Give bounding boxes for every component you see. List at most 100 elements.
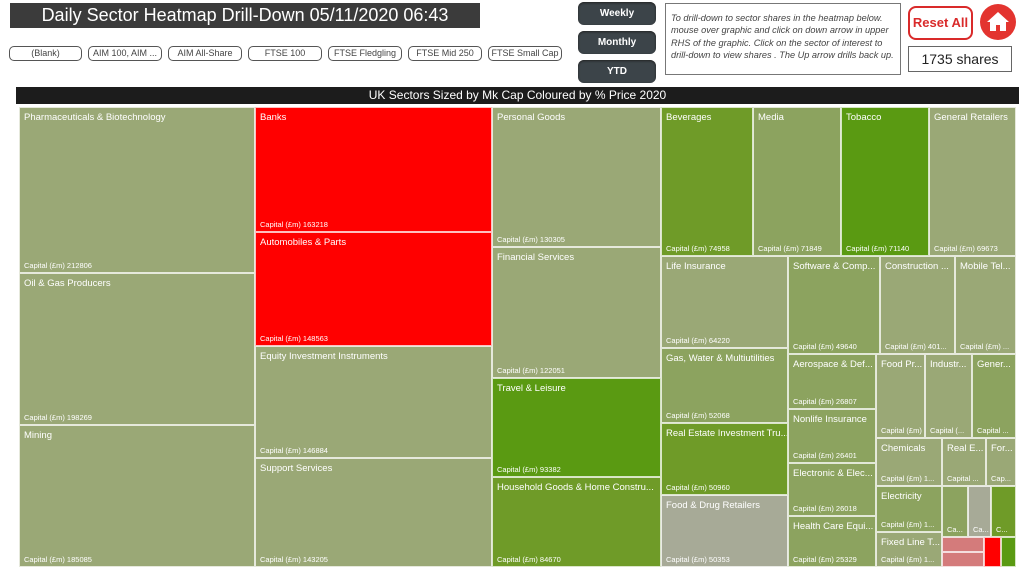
page-title: Daily Sector Heatmap Drill-Down 05/11/20… bbox=[10, 3, 480, 28]
treemap-tile[interactable]: Construction ... Capital (£m) 401... bbox=[880, 256, 955, 354]
treemap-tile[interactable]: Household Goods & Home Constru... Capital… bbox=[492, 477, 661, 567]
tile-label: Software & Comp... bbox=[793, 261, 876, 272]
tile-label: Mobile Tel... bbox=[960, 261, 1011, 272]
treemap-tile[interactable]: Food & Drug Retailers Capital (£m) 50353 bbox=[661, 495, 788, 567]
tile-label: Chemicals bbox=[881, 443, 926, 454]
tile-capital: Capital (£m) 122051 bbox=[497, 366, 565, 375]
slicer-ftse-mid-250[interactable]: FTSE Mid 250 bbox=[408, 46, 482, 61]
slicer-aim-all-share[interactable]: AIM All-Share bbox=[168, 46, 242, 61]
treemap-tile[interactable]: Automobiles & Parts Capital (£m) 148563 bbox=[255, 232, 492, 346]
tile-capital: Capital (£m) 198269 bbox=[24, 413, 92, 422]
treemap-tile[interactable]: Real E... Capital ... bbox=[942, 438, 986, 486]
tile-capital: Capital ... bbox=[977, 426, 1009, 435]
treemap-tile[interactable]: For... Cap... bbox=[986, 438, 1016, 486]
treemap-tile[interactable]: Gas, Water & Multiutilities Capital (£m) … bbox=[661, 348, 788, 423]
tile-capital: C... bbox=[996, 525, 1008, 534]
slicer-ftse-small-cap[interactable]: FTSE Small Cap bbox=[488, 46, 562, 61]
treemap-tile[interactable]: General Retailers Capital (£m) 69673 bbox=[929, 107, 1016, 256]
tile-capital: Capital (£m) 163218 bbox=[260, 220, 328, 229]
tile-capital: Capital (£m) 130305 bbox=[497, 235, 565, 244]
sector-treemap: Pharmaceuticals & Biotechnology Capital (… bbox=[19, 107, 1016, 567]
treemap-tile[interactable]: Travel & Leisure Capital (£m) 93382 bbox=[492, 378, 661, 477]
tile-label: For... bbox=[991, 443, 1013, 454]
treemap-tile[interactable]: Pharmaceuticals & Biotechnology Capital (… bbox=[19, 107, 255, 273]
treemap-tile[interactable]: Support Services Capital (£m) 143205 bbox=[255, 458, 492, 567]
tile-capital: Capital (£m) 25329 bbox=[793, 555, 857, 564]
reset-all-button[interactable]: Reset All bbox=[908, 6, 973, 40]
monthly-button[interactable]: Monthly bbox=[578, 31, 656, 54]
ytd-button[interactable]: YTD bbox=[578, 60, 656, 83]
tile-label: Oil & Gas Producers bbox=[24, 278, 111, 289]
treemap-tile[interactable]: Gener... Capital ... bbox=[972, 354, 1016, 438]
treemap-tile[interactable] bbox=[942, 552, 984, 567]
treemap-tile[interactable]: Ca... bbox=[942, 486, 968, 537]
treemap-tile[interactable]: Beverages Capital (£m) 74958 bbox=[661, 107, 753, 256]
tile-capital: Ca... bbox=[973, 525, 989, 534]
treemap-tile[interactable]: Banks Capital (£m) 163218 bbox=[255, 107, 492, 232]
treemap-tile[interactable]: Nonlife Insurance Capital (£m) 26401 bbox=[788, 409, 876, 463]
tile-label: General Retailers bbox=[934, 112, 1008, 123]
tile-capital: Capital (£m) 143205 bbox=[260, 555, 328, 564]
tile-capital: Capital (... bbox=[930, 426, 965, 435]
treemap-tile[interactable] bbox=[984, 537, 1001, 567]
tile-capital: Capital (£m) 26401 bbox=[793, 451, 857, 460]
tile-capital: Capital (£m) 64220 bbox=[666, 336, 730, 345]
tile-capital: Capital (£m) 1... bbox=[881, 555, 935, 564]
treemap-tile[interactable]: C... bbox=[991, 486, 1016, 537]
tile-capital: Capital (£m) 26018 bbox=[793, 504, 857, 513]
slicer-blank[interactable]: (Blank) bbox=[9, 46, 82, 61]
tile-label: Gener... bbox=[977, 359, 1011, 370]
treemap-tile[interactable]: Tobacco Capital (£m) 71140 bbox=[841, 107, 929, 256]
treemap-tile[interactable]: Real Estate Investment Tru... Capital (£m… bbox=[661, 423, 788, 495]
tile-label: Construction ... bbox=[885, 261, 949, 272]
treemap-tile[interactable]: Equity Investment Instruments Capital (£m… bbox=[255, 346, 492, 458]
share-count-card: 1735 shares bbox=[908, 46, 1012, 72]
chart-title: UK Sectors Sized by Mk Cap Coloured by %… bbox=[16, 87, 1019, 104]
treemap-tile[interactable]: Fixed Line T... Capital (£m) 1... bbox=[876, 532, 942, 567]
treemap-tile[interactable]: Health Care Equi... Capital (£m) 25329 bbox=[788, 516, 876, 567]
tile-label: Food & Drug Retailers bbox=[666, 500, 760, 511]
treemap-tile[interactable]: Oil & Gas Producers Capital (£m) 198269 bbox=[19, 273, 255, 425]
tile-capital: Cap... bbox=[991, 474, 1012, 483]
treemap-tile[interactable] bbox=[1001, 537, 1016, 567]
treemap-tile[interactable]: Financial Services Capital (£m) 122051 bbox=[492, 247, 661, 378]
tile-capital: Capital (£m) 50353 bbox=[666, 555, 730, 564]
tile-capital: Capital (£m) 401... bbox=[885, 342, 947, 351]
treemap-tile[interactable]: Chemicals Capital (£m) 1... bbox=[876, 438, 942, 486]
treemap-tile[interactable]: Mobile Tel... Capital (£m) ... bbox=[955, 256, 1016, 354]
treemap-tile[interactable]: Food Pr... Capital (£m) ... bbox=[876, 354, 925, 438]
tile-capital: Capital (£m) 212806 bbox=[24, 261, 92, 270]
tile-capital: Capital (£m) 148563 bbox=[260, 334, 328, 343]
treemap-tile[interactable]: Aerospace & Def... Capital (£m) 26807 bbox=[788, 354, 876, 409]
treemap-tile[interactable] bbox=[942, 537, 984, 552]
weekly-button[interactable]: Weekly bbox=[578, 2, 656, 25]
tile-label: Pharmaceuticals & Biotechnology bbox=[24, 112, 166, 123]
treemap-tile[interactable]: Ca... bbox=[968, 486, 991, 537]
slicer-ftse-fledgling[interactable]: FTSE Fledgling bbox=[328, 46, 402, 61]
tile-label: Fixed Line T... bbox=[881, 537, 940, 548]
tile-capital: Capital (£m) 84670 bbox=[497, 555, 561, 564]
tile-label: Household Goods & Home Constru... bbox=[497, 482, 654, 493]
slicer-ftse-100[interactable]: FTSE 100 bbox=[248, 46, 322, 61]
treemap-tile[interactable]: Industr... Capital (... bbox=[925, 354, 972, 438]
treemap-tile[interactable]: Electricity Capital (£m) 1... bbox=[876, 486, 942, 532]
treemap-tile[interactable]: Life Insurance Capital (£m) 64220 bbox=[661, 256, 788, 348]
treemap-tile[interactable]: Mining Capital (£m) 185085 bbox=[19, 425, 255, 567]
tile-capital: Capital (£m) 1... bbox=[881, 474, 935, 483]
treemap-tile[interactable]: Personal Goods Capital (£m) 130305 bbox=[492, 107, 661, 247]
tile-capital: Capital (£m) 74958 bbox=[666, 244, 730, 253]
tile-label: Automobiles & Parts bbox=[260, 237, 347, 248]
tile-label: Equity Investment Instruments bbox=[260, 351, 388, 362]
treemap-tile[interactable]: Media Capital (£m) 71849 bbox=[753, 107, 841, 256]
tile-capital: Capital (£m) 69673 bbox=[934, 244, 998, 253]
tile-capital: Capital (£m) ... bbox=[881, 426, 924, 435]
treemap-tile[interactable]: Electronic & Elec... Capital (£m) 26018 bbox=[788, 463, 876, 516]
tile-capital: Capital (£m) 71849 bbox=[758, 244, 822, 253]
tile-label: Health Care Equi... bbox=[793, 521, 874, 532]
home-button[interactable] bbox=[980, 4, 1016, 40]
tile-label: Gas, Water & Multiutilities bbox=[666, 353, 775, 364]
treemap-tile[interactable]: Software & Comp... Capital (£m) 49640 bbox=[788, 256, 880, 354]
tile-label: Support Services bbox=[260, 463, 333, 474]
slicer-aim-100[interactable]: AIM 100, AIM ... bbox=[88, 46, 162, 61]
tile-label: Financial Services bbox=[497, 252, 575, 263]
